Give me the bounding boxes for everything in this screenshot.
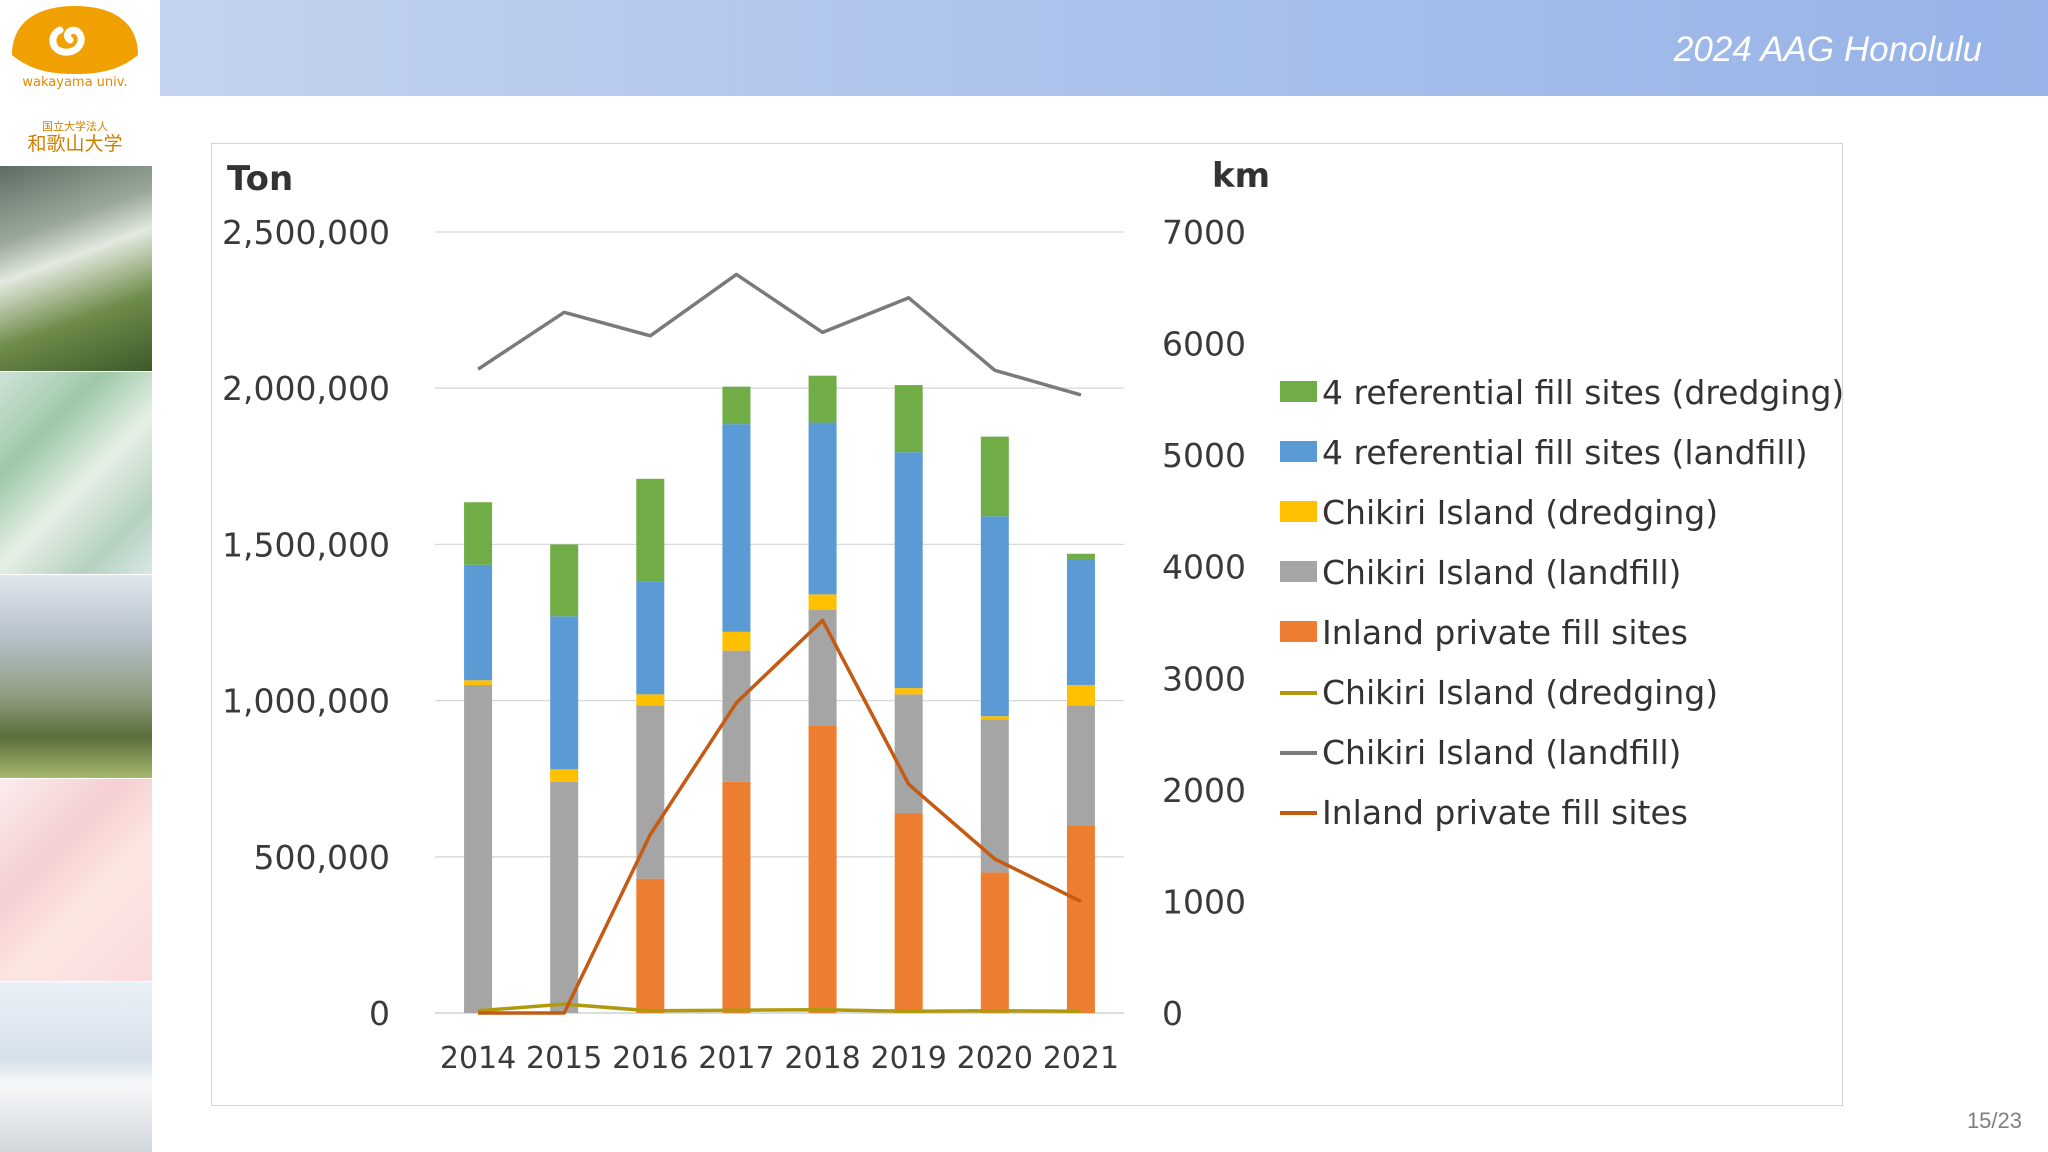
side-photo-strip (0, 166, 152, 1152)
bar-segment (722, 631, 751, 651)
x-tick-label: 2017 (698, 1041, 774, 1076)
y-right-tick-label: 1000 (1162, 882, 1246, 921)
legend-label: Chikiri Island (landfill) (1322, 733, 1681, 772)
bar-segment (980, 719, 1009, 873)
legend-label: Inland private fill sites (1322, 793, 1688, 832)
gridlines (435, 231, 1124, 1014)
bar-segment (464, 684, 493, 1013)
bar-segment (1066, 560, 1095, 685)
axes: Ton km 0 500,000 1,000,000 1,500,000 2,000,0… (222, 156, 1270, 1076)
y-left-tick-label: 1,500,000 (222, 525, 390, 564)
flowers-photo (0, 779, 152, 981)
logo-shell-shape (12, 6, 138, 74)
bar-segment (464, 680, 493, 685)
logo-name-jp2: 和歌山大学 (27, 133, 122, 155)
bar-segment (894, 452, 923, 689)
legend-label: Chikiri Island (dredging) (1322, 493, 1718, 532)
y-right-tick-label: 7000 (1162, 213, 1246, 252)
page-number: 15/23 (1966, 1108, 2022, 1133)
series-line (477, 272, 1082, 397)
legend-label: Inland private fill sites (1322, 613, 1688, 652)
y-right-tick-label: 5000 (1162, 436, 1246, 475)
bar-segment (808, 375, 837, 423)
bar-segment (636, 878, 665, 1013)
bar-segment (980, 436, 1009, 517)
x-tick-label: 2014 (440, 1041, 516, 1076)
y-right-tick-label: 4000 (1162, 548, 1246, 587)
bar-segment (636, 478, 665, 582)
bar-segment (1066, 825, 1095, 1013)
bar-segment (722, 386, 751, 425)
y-right-axis-title: km (1212, 156, 1270, 196)
bar-segment (1066, 684, 1095, 706)
legend-label: Chikiri Island (dredging) (1322, 673, 1718, 712)
logo-name-en: wakayama univ. (22, 75, 127, 90)
legend-swatch (1280, 561, 1317, 582)
bar-segment (808, 422, 837, 595)
bar-segment (980, 872, 1009, 1013)
bar-segment (636, 705, 665, 879)
bar-segment (464, 502, 493, 565)
y-left-axis-title: Ton (227, 159, 293, 199)
bar-segment (808, 725, 837, 1013)
bar-segment (894, 688, 923, 695)
legend-label: Chikiri Island (landfill) (1322, 553, 1681, 592)
bar-segment (1066, 553, 1095, 561)
bar-segment (980, 516, 1009, 717)
header-title: 2024 AAG Honolulu (1673, 30, 1982, 69)
header-band: 2024 AAG Honolulu (160, 0, 2048, 96)
harbor-photo (0, 982, 152, 1152)
lines (477, 272, 1082, 1015)
y-left-tick-label: 2,000,000 (222, 369, 390, 408)
x-tick-label: 2021 (1043, 1041, 1119, 1076)
x-tick-label: 2018 (784, 1041, 860, 1076)
legend-label: 4 referential fill sites (landfill) (1322, 433, 1808, 472)
bar-segment (636, 694, 665, 706)
map-photo (0, 372, 152, 574)
y-right-tick-label: 0 (1162, 994, 1183, 1033)
y-left-tick-label: 0 (369, 994, 390, 1033)
legend-swatch (1280, 621, 1317, 642)
bar-segment (722, 424, 751, 632)
bar-segment (550, 616, 579, 770)
bar-segment (980, 716, 1009, 720)
university-logo: wakayama univ. 国立大学法人 和歌山大学 (0, 0, 160, 160)
y-left-tick-label: 2,500,000 (222, 213, 390, 252)
bars (464, 375, 1095, 1013)
y-right-tick-label: 3000 (1162, 659, 1246, 698)
x-tick-label: 2020 (957, 1041, 1033, 1076)
city-garden-photo (0, 575, 152, 778)
bar-segment (550, 781, 579, 1013)
legend-swatch (1280, 501, 1317, 522)
bar-segment (894, 813, 923, 1013)
bar-segment (636, 581, 665, 695)
logo-name-jp: 国立大学法人 (42, 119, 108, 133)
bar-segment (894, 694, 923, 814)
bar-segment (550, 544, 579, 617)
chart-frame: Ton km 0 500,000 1,000,000 1,500,000 2,000,0… (211, 143, 1844, 1106)
waterfall-photo (0, 166, 152, 371)
bar-segment (464, 564, 493, 681)
legend-label: 4 referential fill sites (dredging) (1322, 373, 1844, 412)
bar-segment (550, 769, 579, 782)
x-tick-label: 2015 (526, 1041, 602, 1076)
logo-swirl (49, 26, 85, 56)
legend: 4 referential fill sites (dredging) 4 ref… (1280, 373, 1844, 832)
series-line (477, 1002, 1081, 1014)
series-line (478, 618, 1082, 1015)
y-left-tick-label: 1,000,000 (222, 682, 390, 721)
y-right-tick-label: 6000 (1162, 325, 1246, 364)
logo-graphic: wakayama univ. 国立大学法人 和歌山大学 (12, 6, 138, 155)
legend-swatch (1280, 441, 1317, 462)
y-left-tick-label: 500,000 (254, 838, 390, 877)
x-tick-label: 2016 (612, 1041, 688, 1076)
bar-segment (808, 594, 837, 611)
x-tick-label: 2019 (871, 1041, 947, 1076)
legend-swatch (1280, 381, 1317, 402)
bar-segment (894, 385, 923, 453)
bar-segment (722, 781, 751, 1013)
bar-segment (1066, 705, 1095, 826)
chart-svg: Ton km 0 500,000 1,000,000 1,500,000 2,000,0… (222, 156, 1844, 1076)
y-right-tick-label: 2000 (1162, 771, 1246, 810)
